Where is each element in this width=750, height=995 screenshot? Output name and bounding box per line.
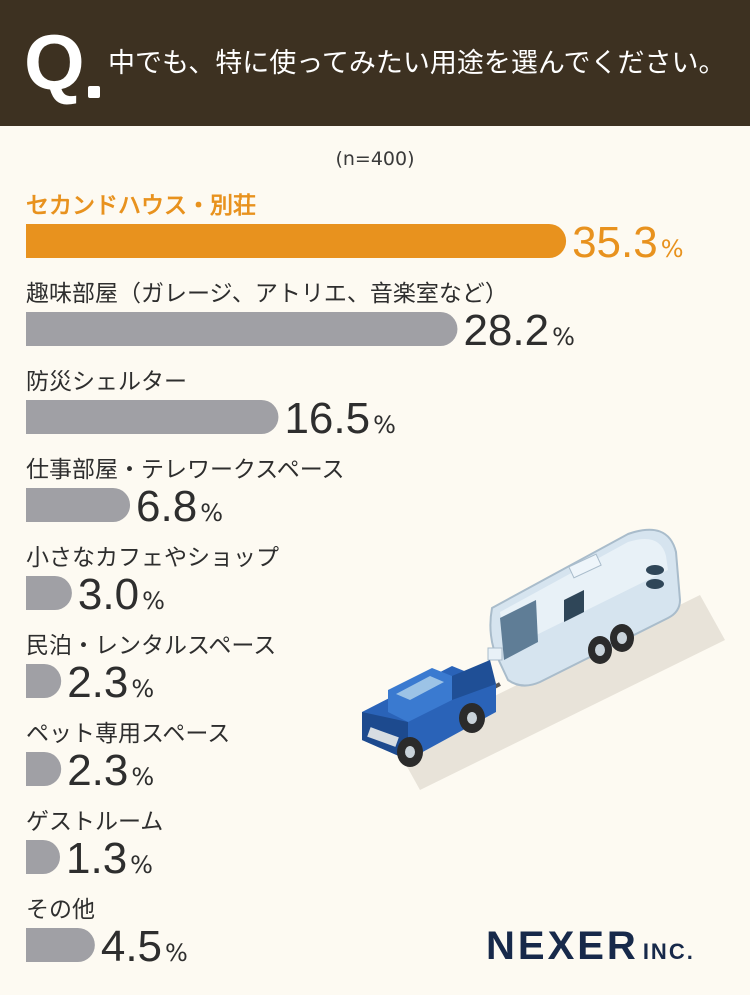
sample-size-label: (n=400) [335,148,415,170]
category-label: セカンドハウス・別荘 [26,193,256,219]
bar [26,664,62,698]
logo-sub-text: INC. [642,939,695,964]
value-label: 35.3% [572,218,683,267]
category-label: その他 [26,897,95,923]
bar [26,400,279,434]
truck-towing-camper-trailer-icon [362,528,725,790]
bar [26,312,458,346]
value-label: 16.5% [284,394,395,443]
value-label: 6.8% [136,482,223,531]
category-label: 民泊・レンタルスペース [26,633,276,659]
question-header: Q 中でも、特に使ってみたい用途を選んでください。 [0,0,750,126]
value-label: 28.2% [463,306,574,355]
category-label: 趣味部屋（ガレージ、アトリエ、音楽室など） [26,281,508,307]
category-label: ゲストルーム [26,809,163,835]
bar [26,928,95,962]
category-label: 防災シェルター [26,369,187,395]
question-mark-dot [88,86,100,98]
value-label: 1.3% [66,834,153,883]
bar [26,224,567,258]
question-text: 中でも、特に使ってみたい用途を選んでください。 [108,48,726,79]
value-label: 2.3% [67,658,154,707]
category-label: 小さなカフェやショップ [26,545,279,571]
logo-main-text: NEXER [486,924,639,968]
value-label: 4.5% [101,922,188,971]
value-label: 2.3% [67,746,154,795]
question-mark-q: Q [24,18,85,106]
nexer-logo: NEXER INC. [486,924,695,974]
bar [26,840,60,874]
value-label: 3.0% [78,570,165,619]
bar [26,576,72,610]
bar [26,752,62,786]
category-label: 仕事部屋・テレワークスペース [26,457,345,483]
category-label: ペット専用スペース [26,721,230,747]
bar [26,488,131,522]
